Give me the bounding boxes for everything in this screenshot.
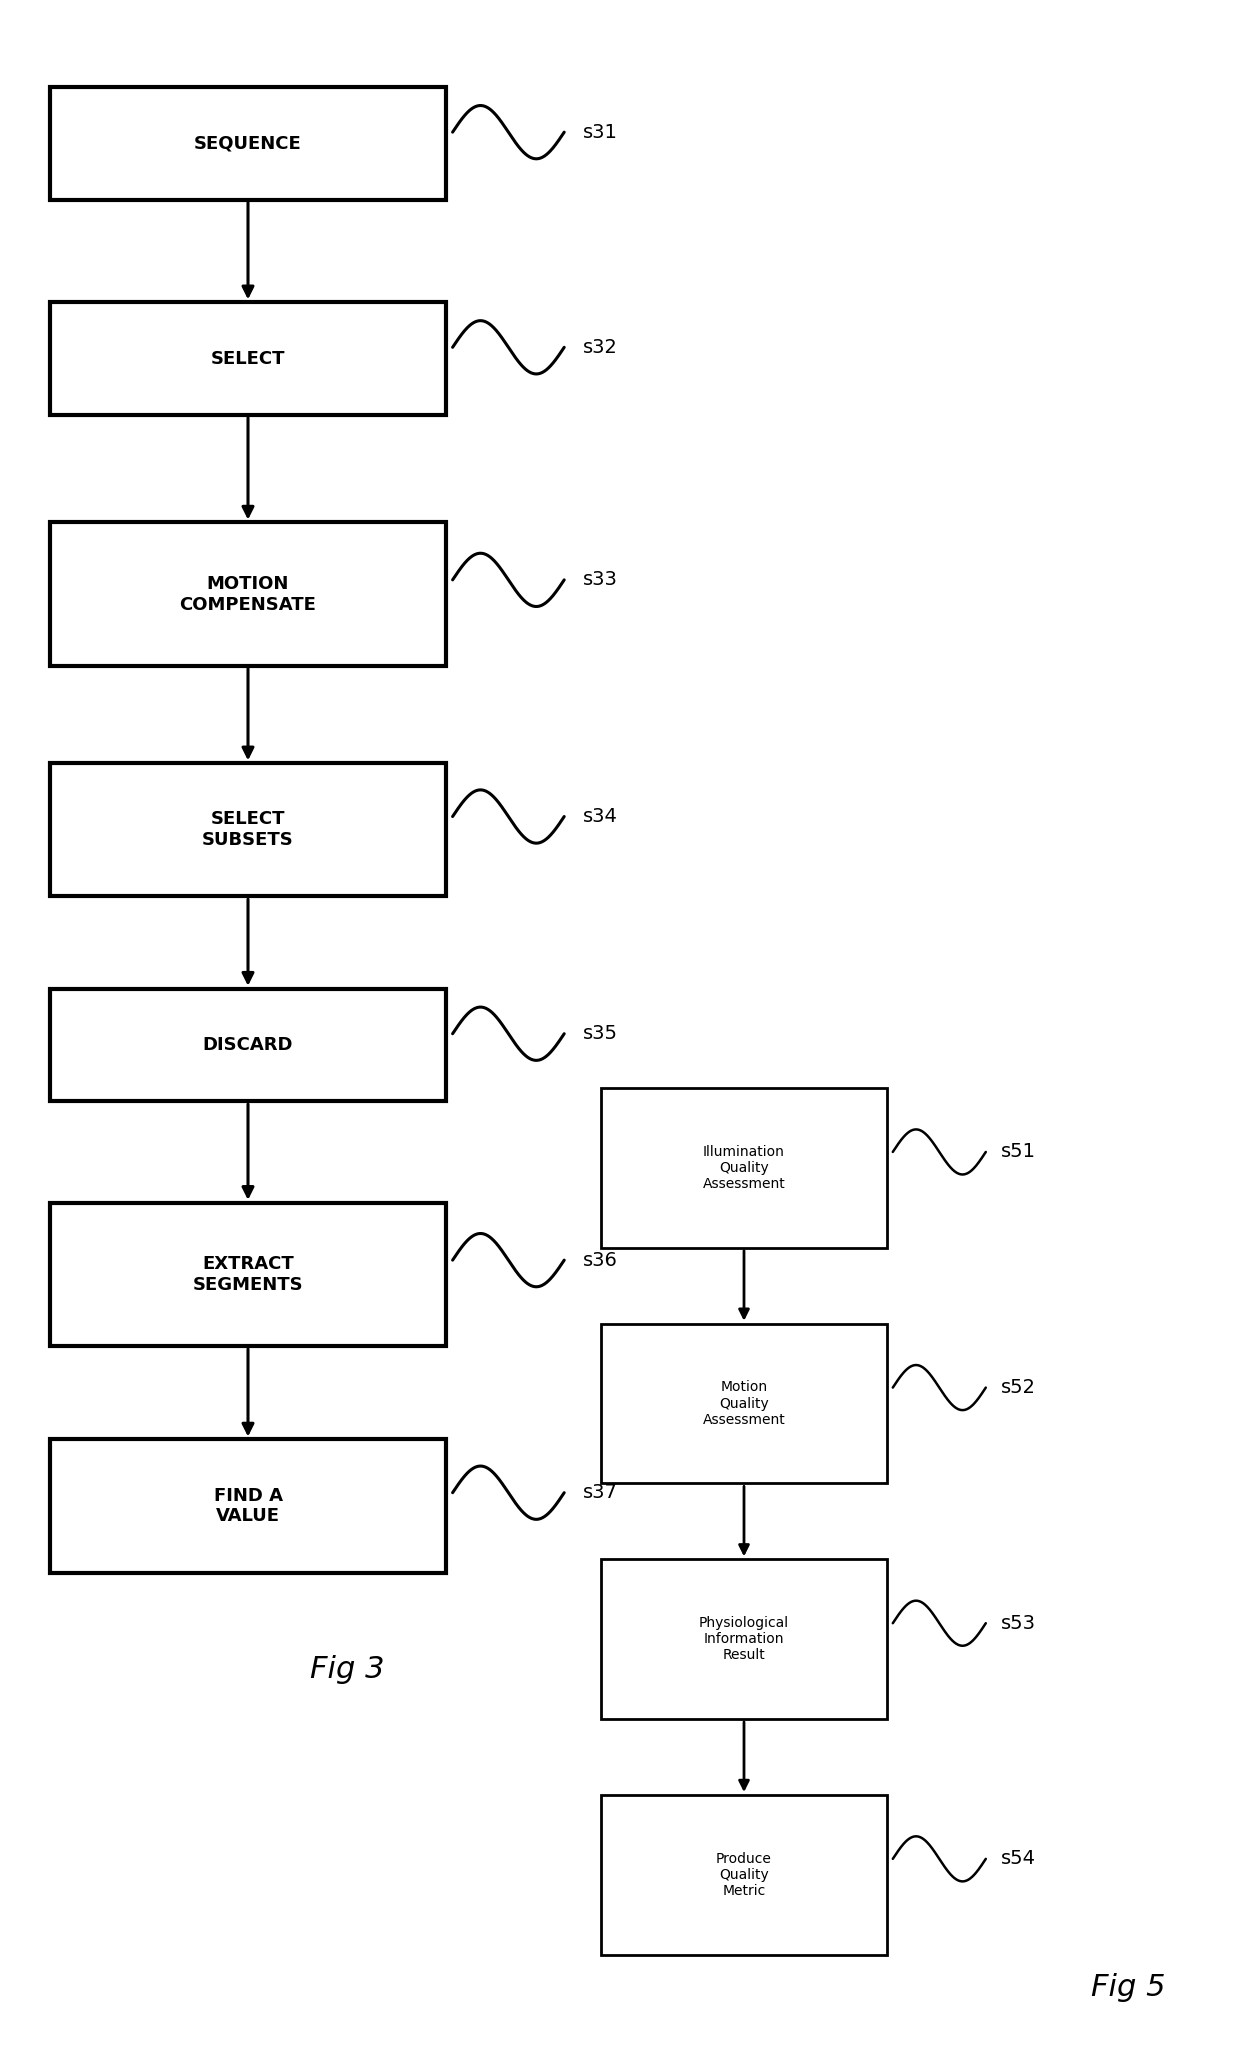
Text: Fig 3: Fig 3 <box>310 1656 384 1684</box>
Text: MOTION
COMPENSATE: MOTION COMPENSATE <box>180 576 316 613</box>
FancyBboxPatch shape <box>601 1795 887 1955</box>
Text: s37: s37 <box>583 1483 618 1502</box>
FancyBboxPatch shape <box>601 1324 887 1483</box>
FancyBboxPatch shape <box>601 1088 887 1248</box>
FancyBboxPatch shape <box>50 301 446 414</box>
Text: SEQUENCE: SEQUENCE <box>195 135 301 152</box>
FancyBboxPatch shape <box>601 1559 887 1719</box>
Text: DISCARD: DISCARD <box>203 1037 293 1053</box>
Text: Physiological
Information
Result: Physiological Information Result <box>699 1617 789 1662</box>
FancyBboxPatch shape <box>50 990 446 1102</box>
FancyBboxPatch shape <box>50 1438 446 1574</box>
Text: SELECT
SUBSETS: SELECT SUBSETS <box>202 811 294 848</box>
Text: s32: s32 <box>583 338 618 357</box>
FancyBboxPatch shape <box>50 86 446 199</box>
Text: s33: s33 <box>583 570 618 590</box>
Text: Motion
Quality
Assessment: Motion Quality Assessment <box>703 1381 785 1426</box>
Text: Fig 5: Fig 5 <box>1091 1973 1166 2002</box>
Text: Produce
Quality
Metric: Produce Quality Metric <box>715 1852 773 1897</box>
Text: s53: s53 <box>1001 1615 1035 1633</box>
Text: EXTRACT
SEGMENTS: EXTRACT SEGMENTS <box>192 1256 304 1293</box>
Text: s31: s31 <box>583 123 618 141</box>
Text: s35: s35 <box>583 1024 618 1043</box>
Text: s34: s34 <box>583 807 618 826</box>
Text: FIND A
VALUE: FIND A VALUE <box>213 1488 283 1524</box>
Text: s52: s52 <box>1001 1379 1035 1397</box>
FancyBboxPatch shape <box>50 1203 446 1346</box>
FancyBboxPatch shape <box>50 764 446 897</box>
Text: SELECT: SELECT <box>211 350 285 367</box>
FancyBboxPatch shape <box>50 522 446 666</box>
Text: s54: s54 <box>1001 1850 1035 1869</box>
Text: s36: s36 <box>583 1250 618 1270</box>
Text: Illumination
Quality
Assessment: Illumination Quality Assessment <box>703 1145 785 1190</box>
Text: s51: s51 <box>1001 1143 1035 1162</box>
